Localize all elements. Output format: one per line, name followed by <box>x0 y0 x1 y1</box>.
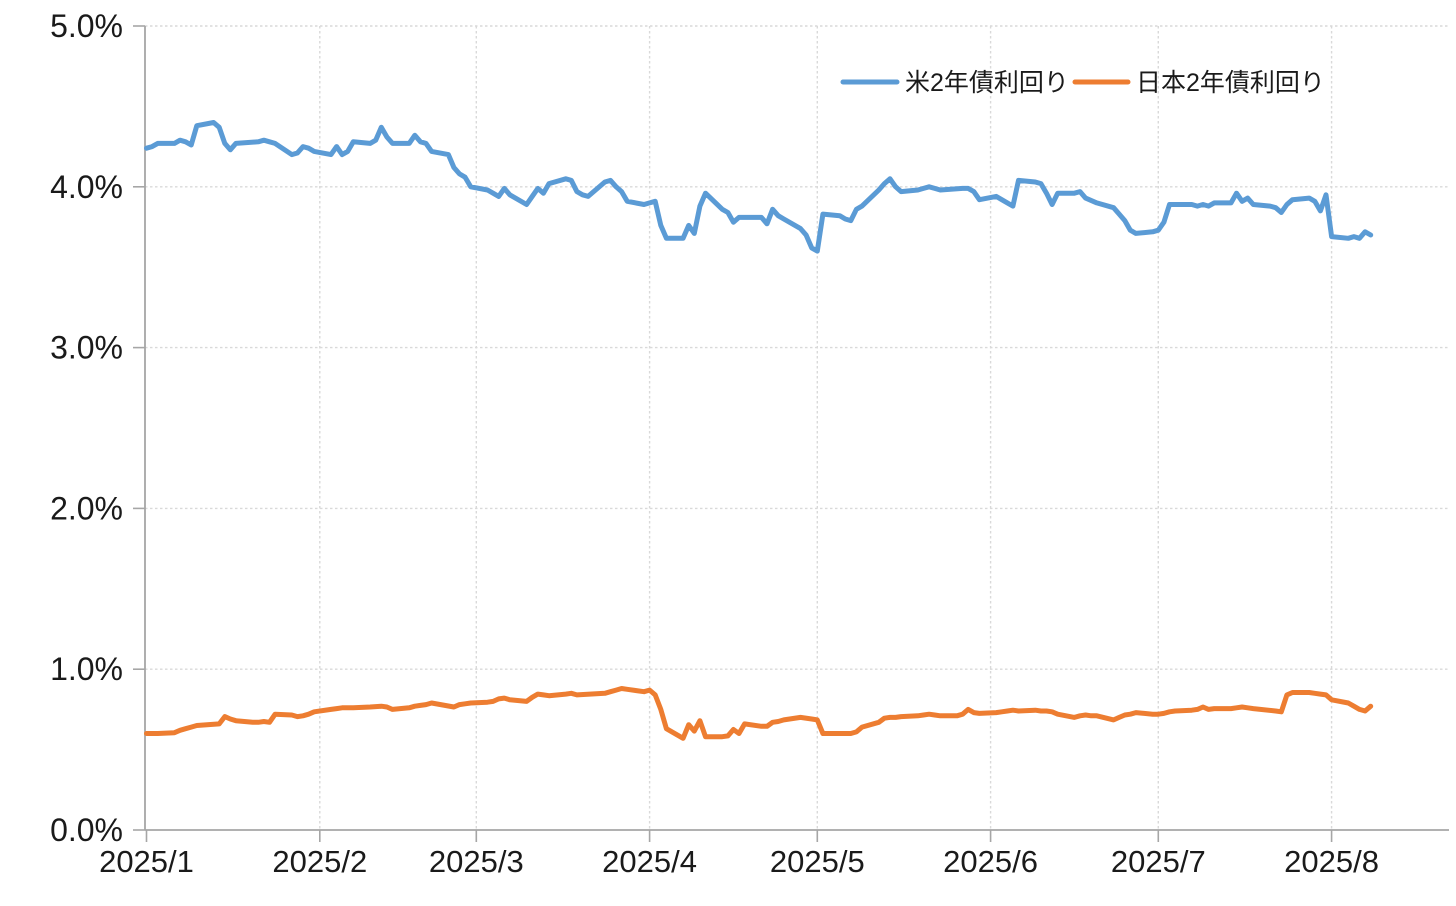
japan-2y-yield-line <box>144 686 1374 741</box>
y-axis-tick-label: 0.0% <box>50 812 123 848</box>
us-series-legend-label: 米2年債利回り <box>905 69 1069 97</box>
axis-labels: 0.0% 1.0% 2.0% 3.0% 4.0% 5.0% 2025/1 2025/2 2025… <box>50 8 1379 879</box>
jp-series-legend-label: 日本2年債利回り <box>1136 69 1325 97</box>
x-axis-tick-label: 2025/5 <box>770 844 865 879</box>
x-axis-tick-label: 2025/4 <box>602 844 697 879</box>
us-2y-yield-line <box>144 120 1374 254</box>
y-axis-tick-label: 2.0% <box>50 490 123 526</box>
x-axis-tick-label: 2025/1 <box>99 844 194 879</box>
y-axis-tick-label: 1.0% <box>50 651 123 687</box>
series-lines <box>144 120 1374 741</box>
x-axis-tick-label: 2025/3 <box>429 844 524 879</box>
x-axis-tick-label: 2025/7 <box>1111 844 1206 879</box>
y-axis-tick-label: 4.0% <box>50 169 123 205</box>
gridlines <box>145 25 1449 830</box>
axes <box>133 25 1449 842</box>
x-axis-tick-label: 2025/2 <box>272 844 367 879</box>
x-axis-tick-label: 2025/6 <box>943 844 1038 879</box>
y-axis-tick-label: 5.0% <box>50 8 123 44</box>
y-axis-tick-label: 3.0% <box>50 330 123 366</box>
legend: 米2年債利回り 日本2年債利回り <box>840 69 1325 97</box>
x-axis-tick-label: 2025/8 <box>1284 844 1379 879</box>
